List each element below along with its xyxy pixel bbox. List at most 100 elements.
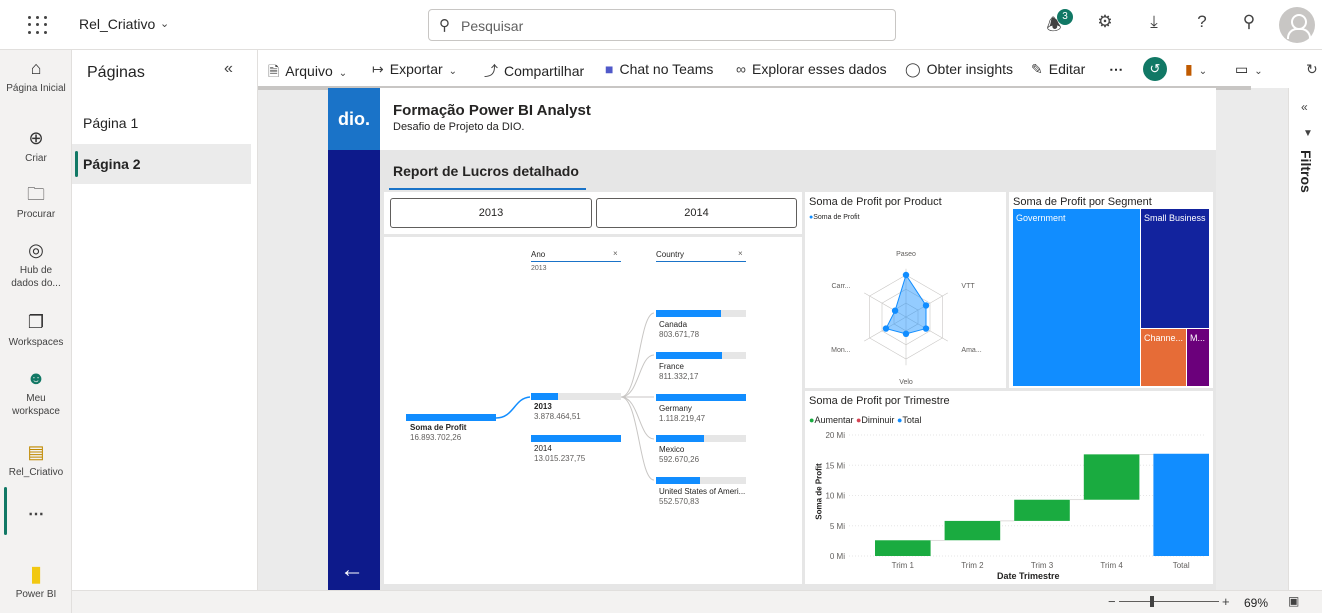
radar-point[interactable] bbox=[902, 330, 910, 337]
nav-my-workspace[interactable]: ☻ Meu workspace bbox=[0, 368, 72, 418]
zoom-in-icon[interactable]: + bbox=[1222, 594, 1230, 609]
chevron-down-icon: ⌄ bbox=[448, 66, 458, 77]
zoom-level[interactable]: 69% bbox=[1244, 596, 1269, 610]
close-icon[interactable]: × bbox=[613, 249, 618, 258]
root-bar[interactable] bbox=[406, 414, 496, 421]
nav-rel-criativo[interactable]: ▤ Rel_Criativo bbox=[0, 442, 72, 479]
radar-point[interactable] bbox=[891, 307, 899, 314]
arquivo-menu[interactable]: 🗎 Arquivo ⌄ bbox=[268, 61, 347, 85]
decomposition-tree[interactable]: Ano × 2013 Country × Soma de Profit 16.8… bbox=[384, 237, 802, 584]
country-bar-fill bbox=[656, 394, 746, 401]
chat-teams-button[interactable]: ■ Chat no Teams bbox=[605, 61, 713, 77]
treemap-midmarket[interactable]: M... bbox=[1187, 329, 1209, 386]
country-bar[interactable] bbox=[656, 435, 746, 442]
search-box[interactable]: ⚲ bbox=[428, 9, 896, 41]
report-icon: ▤ bbox=[27, 442, 45, 462]
back-arrow-icon[interactable]: ← bbox=[340, 556, 364, 583]
nav-label: Rel_Criativo bbox=[8, 467, 64, 478]
country-bar[interactable] bbox=[656, 352, 746, 359]
treemap-chart[interactable]: Soma de Profit por Segment Government Sm… bbox=[1009, 192, 1213, 388]
page-item-1[interactable]: Página 1 bbox=[83, 115, 139, 131]
nav-home[interactable]: ⌂ Página Inicial bbox=[0, 58, 72, 95]
fit-page-icon[interactable]: ▣ bbox=[1288, 594, 1300, 608]
year-label: 2013 bbox=[534, 402, 552, 411]
root-label: Soma de Profit bbox=[410, 423, 467, 432]
waterfall-chart[interactable]: Soma de Profit por Trimestre ●Aumentar ●… bbox=[805, 391, 1213, 584]
radar-plot: Paseo VTT Ama... Velo Mon... Carr... bbox=[831, 251, 982, 386]
radar-point[interactable] bbox=[882, 325, 890, 332]
col-ano-sub: 2013 bbox=[531, 265, 547, 272]
country-bar-fill bbox=[656, 435, 704, 442]
filter-icon: ▼ bbox=[1303, 128, 1313, 139]
radar-point[interactable] bbox=[922, 302, 930, 309]
nav-powerbi[interactable]: ▮ Power BI bbox=[0, 561, 72, 601]
slicer-2013[interactable]: 2013 bbox=[390, 198, 592, 228]
nav-workspaces[interactable]: ❐ Workspaces bbox=[0, 312, 72, 349]
chevron-down-icon[interactable]: ⌄ bbox=[160, 18, 170, 30]
left-nav: ⌂ Página Inicial ⊕ Criar 🗀 Procurar ◎ Hu… bbox=[0, 50, 72, 613]
col-country-underline bbox=[656, 261, 746, 262]
help-icon[interactable]: ? bbox=[1197, 12, 1207, 31]
waterfall-bar[interactable] bbox=[875, 540, 931, 556]
person-icon: ☻ bbox=[26, 368, 46, 388]
exportar-menu[interactable]: ↦ Exportar ⌄ bbox=[372, 61, 457, 78]
nav-data-hub[interactable]: ◎ Hub de dados do... bbox=[0, 240, 72, 290]
treemap-small-business[interactable]: Small Business bbox=[1141, 209, 1209, 328]
editar-button[interactable]: ✎ Editar bbox=[1031, 61, 1085, 78]
nav-browse[interactable]: 🗀 Procurar bbox=[0, 184, 72, 221]
compartilhar-button[interactable]: ⤴ Compartilhar bbox=[484, 61, 584, 81]
avatar[interactable] bbox=[1279, 7, 1315, 43]
treemap-government[interactable]: Government bbox=[1013, 209, 1140, 386]
slicer-2014[interactable]: 2014 bbox=[596, 198, 797, 228]
reload-icon[interactable]: ↻ bbox=[1306, 61, 1318, 77]
insights-button[interactable]: ◯ Obter insights bbox=[905, 61, 1013, 78]
chevron-down-icon: ⌄ bbox=[338, 68, 348, 79]
x-tick-label: Trim 2 bbox=[961, 561, 984, 570]
page-item-2[interactable]: Página 2 bbox=[72, 144, 251, 184]
year-bar[interactable] bbox=[531, 435, 621, 442]
waterfall-bar[interactable] bbox=[1153, 453, 1209, 556]
country-bar[interactable] bbox=[656, 477, 746, 484]
waterfall-bar[interactable] bbox=[944, 520, 1001, 541]
reset-icon[interactable]: ↺ bbox=[1143, 57, 1167, 81]
pencil-icon: ✎ bbox=[1031, 61, 1043, 77]
country-label: France bbox=[659, 362, 684, 371]
view-icon[interactable]: ▭ ⌄ bbox=[1235, 61, 1263, 77]
zoom-out-icon[interactable]: − bbox=[1108, 594, 1116, 609]
bookmark-icon[interactable]: ▮ ⌄ bbox=[1185, 61, 1208, 77]
nav-create[interactable]: ⊕ Criar bbox=[0, 128, 72, 165]
year-bar[interactable] bbox=[531, 393, 621, 400]
country-bar[interactable] bbox=[656, 394, 746, 401]
zoom-slider[interactable] bbox=[1119, 601, 1219, 602]
binoculars-icon: ∞ bbox=[736, 61, 746, 77]
editar-label: Editar bbox=[1048, 61, 1086, 77]
radar-point[interactable] bbox=[922, 325, 930, 332]
explorar-label: Explorar esses dados bbox=[751, 61, 887, 77]
collapse-icon[interactable]: « bbox=[224, 60, 233, 77]
waterfall-legend: ●Aumentar ●Diminuir ●Total bbox=[809, 415, 922, 425]
feedback-icon[interactable]: ⚲ bbox=[1242, 12, 1256, 31]
treemap-channel[interactable]: Channe... bbox=[1141, 329, 1186, 386]
radar-point[interactable] bbox=[902, 271, 910, 279]
close-icon[interactable]: × bbox=[738, 249, 743, 258]
gear-icon[interactable]: ⚙ bbox=[1097, 12, 1113, 31]
radar-axis-label: Ama... bbox=[961, 347, 981, 354]
workspace-name[interactable]: Rel_Criativo bbox=[79, 16, 156, 32]
explorar-button[interactable]: ∞ Explorar esses dados bbox=[736, 61, 887, 77]
country-bar[interactable] bbox=[656, 310, 746, 317]
powerbi-icon: ▮ bbox=[29, 561, 43, 586]
download-icon[interactable]: ⤓ bbox=[1150, 12, 1158, 31]
more-options-icon[interactable]: ⋯ bbox=[1109, 61, 1123, 77]
waterfall-bar[interactable] bbox=[1083, 454, 1140, 500]
country-value: 811.332,17 bbox=[659, 372, 699, 381]
radar-chart[interactable]: Soma de Profit por Product ●Soma de Prof… bbox=[805, 192, 1006, 388]
plus-circle-icon: ⊕ bbox=[28, 128, 44, 148]
expand-icon[interactable]: « bbox=[1301, 100, 1308, 114]
app-launcher-icon[interactable] bbox=[26, 14, 48, 36]
search-input[interactable] bbox=[461, 16, 881, 36]
x-tick-label: Trim 1 bbox=[892, 561, 915, 570]
waterfall-bar[interactable] bbox=[1014, 499, 1070, 521]
filters-pane[interactable]: « ▼ Filtros bbox=[1288, 88, 1322, 590]
more-icon[interactable]: ⋯ bbox=[28, 506, 44, 523]
zoom-slider-thumb[interactable] bbox=[1150, 596, 1154, 607]
